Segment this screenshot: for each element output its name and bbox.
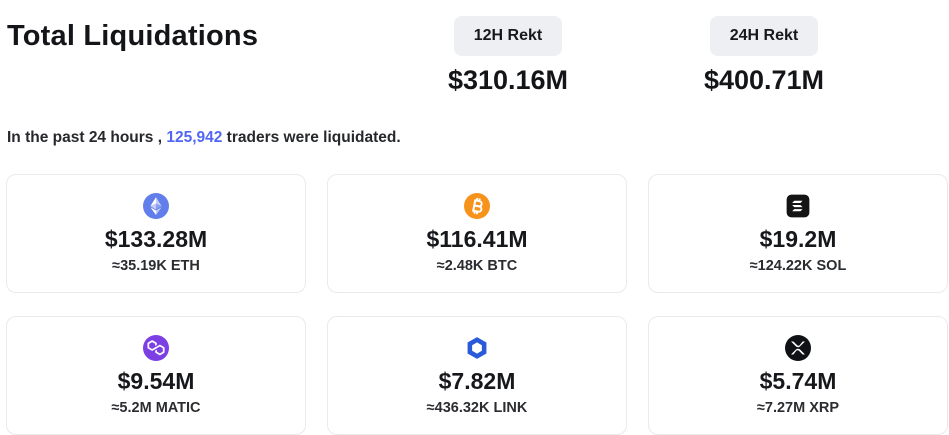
matic-liquidation-value: $9.54M (117, 368, 195, 394)
coin-card-link[interactable]: $7.82M ≈436.32K LINK (327, 316, 627, 435)
stat-24h: 24H Rekt $400.71M (674, 16, 854, 96)
coin-card-matic[interactable]: $9.54M ≈5.2M MATIC (6, 316, 306, 435)
eth-liquidation-amount: ≈35.19K ETH (112, 258, 200, 274)
xrp-liquidation-value: $5.74M (759, 368, 837, 394)
matic-liquidation-amount: ≈5.2M MATIC (111, 400, 201, 416)
coin-card-xrp[interactable]: $5.74M ≈7.27M XRP (648, 316, 948, 435)
btc-liquidation-value: $116.41M (426, 226, 528, 252)
link-liquidation-amount: ≈436.32K LINK (426, 400, 528, 416)
sol-icon (785, 193, 811, 219)
link-liquidation-value: $7.82M (438, 368, 516, 394)
summary-suffix: traders were liquidated. (222, 129, 401, 146)
liquidated-traders-count: 125,942 (166, 129, 223, 146)
page-title: Total Liquidations (7, 20, 259, 52)
coin-liquidation-grid: $133.28M ≈35.19K ETH $116.41M ≈2.48K BTC (6, 174, 948, 435)
eth-liquidation-value: $133.28M (104, 226, 208, 252)
matic-icon (143, 335, 169, 361)
summary-prefix: In the past 24 hours , (7, 129, 167, 146)
rekt-12h-value: $310.16M (447, 65, 569, 95)
stat-12h: 12H Rekt $310.16M (418, 16, 598, 96)
btc-icon (464, 193, 490, 219)
btc-liquidation-amount: ≈2.48K BTC (436, 258, 518, 274)
xrp-liquidation-amount: ≈7.27M XRP (756, 400, 840, 416)
sol-liquidation-value: $19.2M (759, 226, 837, 252)
rekt-12h-badge[interactable]: 12H Rekt (453, 16, 563, 56)
coin-card-btc[interactable]: $116.41M ≈2.48K BTC (327, 174, 627, 293)
xrp-icon (785, 335, 811, 361)
eth-icon (143, 193, 169, 219)
coin-card-eth[interactable]: $133.28M ≈35.19K ETH (6, 174, 306, 293)
sol-liquidation-amount: ≈124.22K SOL (749, 258, 847, 274)
rekt-24h-value: $400.71M (703, 65, 825, 95)
coin-card-sol[interactable]: $19.2M ≈124.22K SOL (648, 174, 948, 293)
rekt-24h-badge[interactable]: 24H Rekt (709, 16, 819, 56)
link-icon (464, 335, 490, 361)
liquidated-traders-summary: In the past 24 hours , 125,942 traders w… (7, 129, 401, 147)
